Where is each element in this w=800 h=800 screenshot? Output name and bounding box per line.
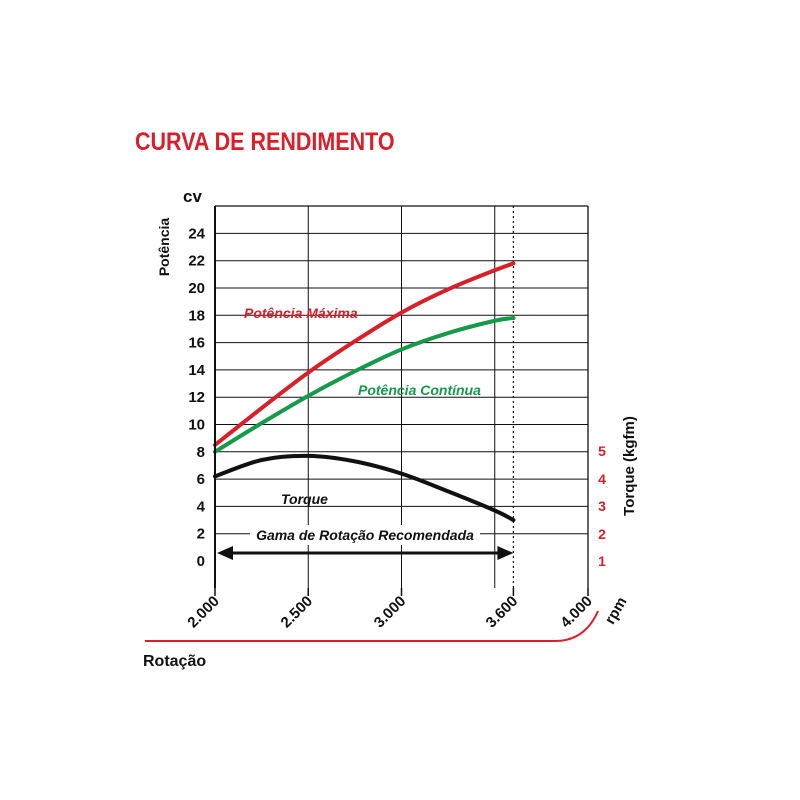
rotation-accent-line xyxy=(145,610,599,642)
potencia-continua-line xyxy=(213,316,516,454)
y-tick-label: 2 xyxy=(197,526,205,543)
x-axis-title: Rotação xyxy=(143,653,206,670)
series-label-potencia-continua: Potência Contínua xyxy=(358,382,481,398)
y2-tick-label: 2 xyxy=(598,526,606,542)
y-tick-label: 18 xyxy=(188,307,205,324)
y-tick-label: 12 xyxy=(188,389,205,406)
y2-tick-label: 3 xyxy=(598,498,606,514)
y-tick-label: 0 xyxy=(197,553,205,570)
potencia-maxima-line xyxy=(213,261,516,447)
x-tick-label: 3.000 xyxy=(371,593,410,632)
x-unit-label: rpm xyxy=(602,594,631,627)
y-tick-label: 16 xyxy=(188,335,205,352)
y2-axis-title: Torque (kgfm) xyxy=(621,416,638,516)
x-tick-label: 3.600 xyxy=(483,593,522,632)
x-tick-label: 2.000 xyxy=(184,593,223,632)
x-tick-label: 2.500 xyxy=(278,593,317,632)
y-tick-label: 24 xyxy=(188,225,205,242)
y2-tick-label: 5 xyxy=(598,443,606,459)
range-arrow-right-head xyxy=(497,546,514,560)
series-label-torque: Torque xyxy=(281,491,328,507)
y2-tick-label: 1 xyxy=(598,553,606,569)
range-label: Gama de Rotação Recomendada xyxy=(256,527,474,543)
y-tick-label: 6 xyxy=(197,471,205,488)
y-tick-label: 10 xyxy=(188,417,205,434)
y-axis-title: Potência xyxy=(156,218,172,277)
labels: Potência Máxima Potência Contínua Torque Ga… xyxy=(217,305,514,560)
series-label-potencia-maxima: Potência Máxima xyxy=(244,305,358,321)
y-tick-label: 4 xyxy=(197,498,206,515)
series xyxy=(213,261,516,523)
y2-tick-label: 4 xyxy=(598,471,606,487)
chart-title: CURVA DE RENDIMENTO xyxy=(135,128,395,156)
y-tick-label: 8 xyxy=(197,444,205,461)
y-tick-label: 14 xyxy=(188,362,205,379)
torque-line xyxy=(213,453,516,523)
range-label-bg xyxy=(250,525,480,545)
y-tick-label: 22 xyxy=(188,253,205,270)
range-arrow-left-head xyxy=(217,546,233,560)
y-unit-label: cv xyxy=(183,187,202,206)
y-tick-label: 20 xyxy=(188,280,205,297)
